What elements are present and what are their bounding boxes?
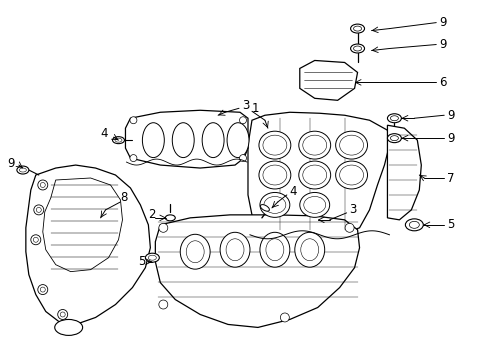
Ellipse shape (299, 193, 329, 217)
Ellipse shape (405, 219, 423, 231)
Ellipse shape (298, 131, 330, 159)
Ellipse shape (220, 232, 249, 267)
Ellipse shape (40, 287, 45, 292)
Ellipse shape (33, 237, 38, 242)
Text: 4: 4 (101, 127, 108, 140)
Polygon shape (125, 110, 247, 168)
Ellipse shape (186, 241, 203, 263)
Text: 4: 4 (289, 185, 297, 198)
Ellipse shape (263, 165, 286, 185)
Ellipse shape (260, 193, 289, 217)
Ellipse shape (264, 197, 285, 213)
Text: 3: 3 (242, 99, 249, 112)
Ellipse shape (31, 235, 41, 245)
Ellipse shape (339, 165, 363, 185)
Ellipse shape (408, 221, 419, 228)
Text: 9: 9 (438, 16, 446, 29)
Ellipse shape (298, 161, 330, 189)
Polygon shape (299, 60, 357, 100)
Ellipse shape (345, 223, 353, 232)
Text: 5: 5 (138, 255, 145, 268)
Ellipse shape (172, 123, 194, 158)
Text: 7: 7 (447, 171, 454, 185)
Ellipse shape (280, 313, 289, 322)
Ellipse shape (34, 205, 44, 215)
Ellipse shape (302, 165, 326, 185)
Ellipse shape (353, 26, 361, 31)
Ellipse shape (36, 207, 41, 212)
Ellipse shape (60, 312, 65, 317)
Ellipse shape (260, 204, 269, 211)
Ellipse shape (259, 161, 290, 189)
Ellipse shape (263, 135, 286, 155)
Ellipse shape (142, 123, 164, 158)
Ellipse shape (115, 138, 122, 142)
Ellipse shape (303, 197, 325, 213)
Polygon shape (155, 215, 359, 328)
Ellipse shape (145, 253, 159, 262)
Text: 9: 9 (7, 157, 14, 170)
Ellipse shape (239, 154, 246, 162)
Ellipse shape (260, 232, 289, 267)
Ellipse shape (302, 135, 326, 155)
Ellipse shape (225, 239, 244, 261)
Ellipse shape (130, 117, 137, 124)
Ellipse shape (165, 215, 175, 221)
Ellipse shape (339, 135, 363, 155)
Polygon shape (26, 165, 150, 324)
Text: 3: 3 (349, 203, 356, 216)
Text: 9: 9 (447, 132, 454, 145)
Ellipse shape (130, 154, 137, 162)
Ellipse shape (159, 223, 167, 232)
Text: 1: 1 (251, 102, 259, 115)
Ellipse shape (353, 46, 361, 51)
Ellipse shape (17, 166, 29, 174)
Ellipse shape (386, 114, 401, 123)
Polygon shape (42, 178, 122, 272)
Text: 9: 9 (447, 109, 454, 122)
Ellipse shape (226, 123, 248, 158)
Ellipse shape (259, 131, 290, 159)
Ellipse shape (265, 239, 283, 261)
Ellipse shape (386, 134, 401, 143)
Ellipse shape (335, 161, 367, 189)
Text: 9: 9 (438, 38, 446, 51)
Ellipse shape (239, 117, 246, 124)
Ellipse shape (389, 116, 398, 121)
Ellipse shape (350, 44, 364, 53)
Text: 5: 5 (447, 218, 454, 231)
Ellipse shape (55, 319, 82, 336)
Text: 6: 6 (438, 76, 446, 89)
Ellipse shape (202, 123, 224, 158)
Ellipse shape (38, 180, 48, 190)
Ellipse shape (58, 310, 67, 319)
Text: 8: 8 (120, 192, 127, 204)
Ellipse shape (159, 300, 167, 309)
Ellipse shape (40, 183, 45, 188)
Ellipse shape (20, 168, 26, 172)
Ellipse shape (335, 131, 367, 159)
Ellipse shape (294, 232, 324, 267)
Ellipse shape (180, 234, 210, 269)
Ellipse shape (112, 137, 124, 144)
Ellipse shape (300, 239, 318, 261)
Ellipse shape (389, 136, 398, 141)
Ellipse shape (38, 285, 48, 294)
Ellipse shape (148, 255, 156, 260)
Text: 2: 2 (148, 208, 156, 221)
Polygon shape (386, 125, 421, 220)
Polygon shape (247, 112, 388, 238)
Ellipse shape (350, 24, 364, 33)
